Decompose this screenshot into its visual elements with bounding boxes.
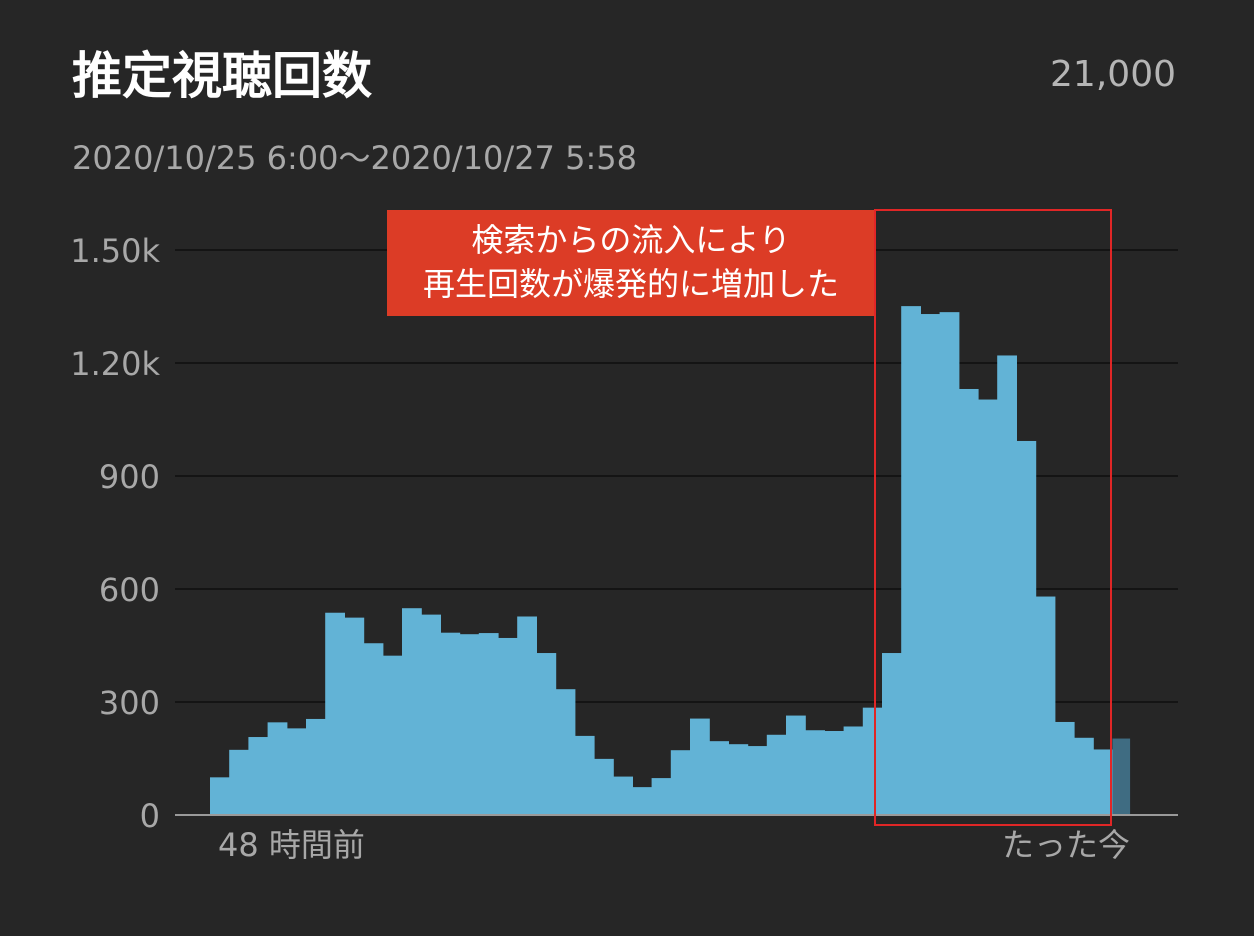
bar bbox=[843, 726, 864, 815]
bar bbox=[325, 612, 345, 815]
highlight-box bbox=[874, 209, 1112, 826]
bar bbox=[402, 608, 422, 815]
bar bbox=[786, 715, 806, 815]
bar bbox=[997, 355, 1017, 815]
y-tick-label: 600 bbox=[99, 571, 160, 609]
bar bbox=[882, 653, 902, 815]
annotation-callout: 検索からの流入により 再生回数が爆発的に増加した bbox=[387, 210, 875, 316]
bar bbox=[1093, 749, 1113, 815]
y-tick-label: 900 bbox=[99, 458, 160, 496]
bar bbox=[555, 689, 576, 815]
bar bbox=[498, 637, 518, 815]
bar bbox=[958, 388, 979, 815]
bar bbox=[248, 737, 269, 815]
bar bbox=[1016, 440, 1037, 815]
bar bbox=[901, 306, 921, 815]
bar bbox=[594, 758, 614, 815]
bar bbox=[920, 314, 941, 815]
bar bbox=[267, 722, 288, 815]
bar bbox=[1035, 596, 1056, 815]
annotation-line-1: 検索からの流入により bbox=[471, 221, 791, 259]
bar bbox=[344, 617, 365, 815]
bar bbox=[939, 312, 960, 815]
bar bbox=[728, 744, 749, 815]
bar bbox=[478, 633, 499, 815]
axis-labels: 0 300 600 900 1.20k 1.50k 48 時間前 たった今 bbox=[70, 232, 1130, 864]
bar bbox=[613, 776, 633, 815]
bar bbox=[363, 643, 384, 815]
bar bbox=[1074, 737, 1094, 815]
bar bbox=[536, 653, 557, 815]
total-views: 21,000 bbox=[1050, 54, 1176, 95]
bar bbox=[632, 787, 653, 815]
date-range: 2020/10/25 6:00〜2020/10/27 5:58 bbox=[72, 139, 637, 177]
bar bbox=[421, 614, 441, 815]
y-tick-label: 0 bbox=[140, 797, 160, 835]
bar bbox=[805, 730, 825, 815]
bar bbox=[459, 634, 480, 815]
bar bbox=[978, 399, 998, 815]
y-tick-label: 1.50k bbox=[70, 232, 160, 270]
y-tick-label: 300 bbox=[99, 684, 160, 722]
bar bbox=[306, 718, 326, 815]
page-title: 推定視聴回数 bbox=[72, 47, 372, 105]
bar bbox=[574, 735, 595, 815]
bar bbox=[766, 734, 787, 815]
bar bbox=[229, 749, 249, 815]
annotation-line-2: 再生回数が爆発的に増加した bbox=[422, 265, 839, 303]
bar bbox=[651, 778, 672, 815]
y-tick-label: 1.20k bbox=[70, 345, 160, 383]
bar bbox=[862, 707, 883, 815]
bar bbox=[440, 632, 461, 815]
bar bbox=[747, 746, 768, 815]
bar bbox=[517, 616, 537, 815]
bar bbox=[210, 777, 230, 815]
bars bbox=[210, 306, 1131, 815]
bar bbox=[1054, 721, 1075, 815]
bar bbox=[690, 718, 710, 815]
bar bbox=[824, 731, 845, 815]
x-label-start: 48 時間前 bbox=[218, 826, 365, 864]
bar bbox=[670, 750, 691, 815]
bar bbox=[382, 655, 403, 815]
x-label-end: たった今 bbox=[1002, 826, 1130, 864]
bar bbox=[286, 728, 307, 815]
bar bbox=[709, 741, 729, 815]
bar-current bbox=[1112, 738, 1131, 815]
